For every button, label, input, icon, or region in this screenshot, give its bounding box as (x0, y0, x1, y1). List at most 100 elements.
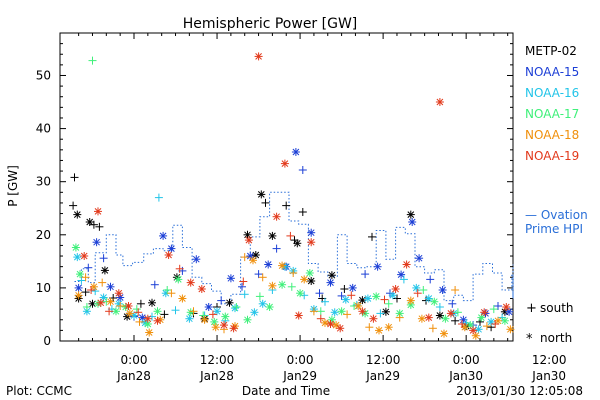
marker-stroke (107, 298, 114, 306)
south-point-noaa-18 (116, 302, 125, 310)
marker-stroke (385, 323, 393, 331)
north-point-metp-02 (358, 296, 367, 305)
x-tick-time-label: 12:00 (532, 353, 567, 367)
south-point-noaa-19 (458, 320, 466, 328)
north-point-metp-02 (257, 190, 266, 199)
south-point-noaa-17 (88, 56, 97, 65)
marker-stroke (440, 330, 448, 337)
marker-stroke (227, 274, 235, 282)
north-point-noaa-15 (159, 231, 168, 240)
north-point-noaa-18 (125, 309, 134, 318)
north-point-metp-02 (381, 307, 390, 316)
north-point-noaa-16 (487, 317, 496, 326)
north-point-noaa-17 (71, 243, 80, 252)
marker-stroke (494, 317, 502, 325)
marker-stroke (436, 312, 444, 319)
north-point-noaa-18 (384, 323, 393, 332)
south-point-metp-02 (340, 285, 349, 293)
marker-stroke (293, 239, 301, 247)
north-point-noaa-19 (502, 303, 511, 311)
north-point-noaa-19 (280, 159, 289, 168)
marker-stroke (100, 294, 107, 301)
marker-stroke (97, 299, 105, 307)
marker-stroke (487, 318, 495, 326)
x-tick-date-label: Jan29 (365, 369, 400, 383)
marker-stroke (154, 307, 161, 315)
chart-title: Hemispheric Power [GW] (183, 16, 358, 32)
marker-stroke (249, 256, 257, 264)
marker-stroke (354, 302, 362, 310)
marker-stroke (370, 315, 377, 323)
marker-stroke (246, 252, 254, 260)
south-point-noaa-15 (315, 289, 324, 298)
north-point-noaa-19 (186, 278, 195, 287)
marker-stroke (244, 231, 251, 239)
north-point-metp-02 (225, 298, 234, 307)
south-point-noaa-16 (240, 290, 249, 299)
south-point-metp-02 (70, 173, 79, 182)
marker-stroke (83, 307, 91, 315)
marker-stroke (145, 329, 153, 336)
marker-stroke (255, 53, 262, 60)
data-points-layer (69, 52, 515, 340)
marker-stroke (148, 299, 156, 307)
south-point-metp-02 (160, 310, 169, 319)
south-point-noaa-18 (343, 310, 352, 319)
x-tick-time-label: 12:00 (200, 353, 235, 367)
north-point-noaa-17 (221, 312, 230, 321)
marker-stroke (273, 213, 280, 221)
legend-entry-noaa-15: NOAA-15 (525, 65, 579, 79)
marker-stroke (168, 245, 175, 252)
marker-stroke (210, 318, 218, 326)
marker-stroke (73, 253, 81, 261)
north-point-noaa-19 (244, 236, 253, 245)
north-point-noaa-19 (229, 324, 238, 333)
marker-stroke (101, 267, 109, 274)
marker-stroke (478, 314, 485, 321)
plot-timestamp: 2013/01/30 12:05:08 (456, 384, 583, 398)
marker-stroke (480, 308, 488, 316)
north-point-noaa-18 (178, 294, 187, 303)
south-point-noaa-16 (154, 193, 163, 202)
south-point-noaa-15 (99, 254, 108, 263)
y-tick-label: 0 (43, 334, 51, 348)
north-point-noaa-17 (305, 269, 314, 277)
marker-stroke (251, 308, 258, 316)
marker-stroke (73, 211, 81, 218)
north-point-noaa-16 (424, 294, 433, 303)
marker-stroke (349, 284, 357, 292)
marker-stroke (75, 284, 82, 292)
x-tick-time-label: 0:00 (121, 353, 148, 367)
marker-stroke (213, 307, 221, 315)
north-point-metp-02 (293, 239, 302, 248)
marker-stroke (296, 289, 304, 297)
south-point-noaa-19 (491, 320, 500, 328)
marker-stroke (187, 308, 195, 316)
marker-stroke (174, 276, 182, 283)
north-point-noaa-18 (440, 329, 448, 338)
marker-stroke (501, 317, 509, 325)
marker-stroke (198, 285, 206, 293)
south-point-noaa-19 (380, 295, 389, 304)
south-point-metp-02 (95, 222, 104, 231)
north-point-noaa-18 (375, 326, 383, 335)
y-tick-label: 50 (36, 68, 51, 82)
marker-stroke (430, 298, 438, 306)
x-tick-date-label: Jan29 (282, 369, 317, 383)
north-point-noaa-15 (438, 286, 447, 294)
north-point-noaa-15 (204, 303, 213, 311)
south-point-noaa-19 (208, 310, 217, 319)
north-point-noaa-19 (164, 251, 173, 259)
north-point-noaa-17 (153, 307, 162, 316)
north-point-noaa-19 (272, 212, 281, 221)
south-point-noaa-15 (298, 166, 307, 174)
marker-stroke (338, 307, 345, 315)
marker-stroke (138, 314, 146, 321)
north-point-noaa-17 (337, 307, 346, 316)
north-point-noaa-15 (74, 283, 83, 292)
marker-stroke (439, 286, 446, 294)
marker-stroke (252, 251, 260, 259)
north-point-noaa-18 (506, 325, 515, 334)
marker-stroke (130, 312, 138, 319)
marker-stroke (307, 277, 315, 285)
